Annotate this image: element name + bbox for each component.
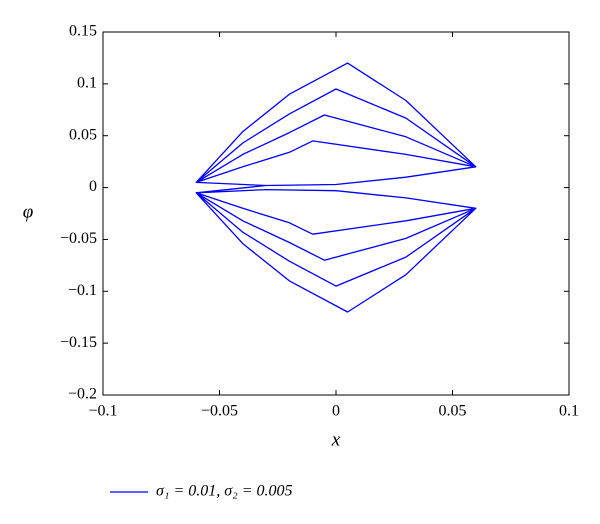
y-tick-label: 0.15: [69, 23, 97, 40]
x-tick-label: 0.1: [559, 403, 579, 420]
x-tick-label: −0.05: [201, 403, 238, 420]
plot-frame: [102, 31, 570, 396]
y-tick-label: −0.2: [68, 386, 97, 403]
y-axis-label: φ: [23, 201, 34, 222]
y-tick-label: 0.1: [77, 75, 97, 92]
x-tick-label: −0.1: [88, 403, 117, 420]
data-line: [195, 62, 477, 313]
x-tick-label: 0: [332, 403, 340, 420]
y-tick-label: −0.1: [68, 282, 97, 299]
legend-label: σ₁ = 0.01, σ₂ = 0.005: [156, 483, 293, 500]
x-axis-label: x: [331, 429, 341, 450]
x-tick-label: 0.05: [439, 403, 467, 420]
y-tick-label: 0: [89, 178, 97, 195]
y-tick-label: 0.05: [69, 126, 97, 143]
y-tick-label: −0.05: [60, 230, 97, 247]
y-tick-label: −0.15: [60, 334, 97, 351]
